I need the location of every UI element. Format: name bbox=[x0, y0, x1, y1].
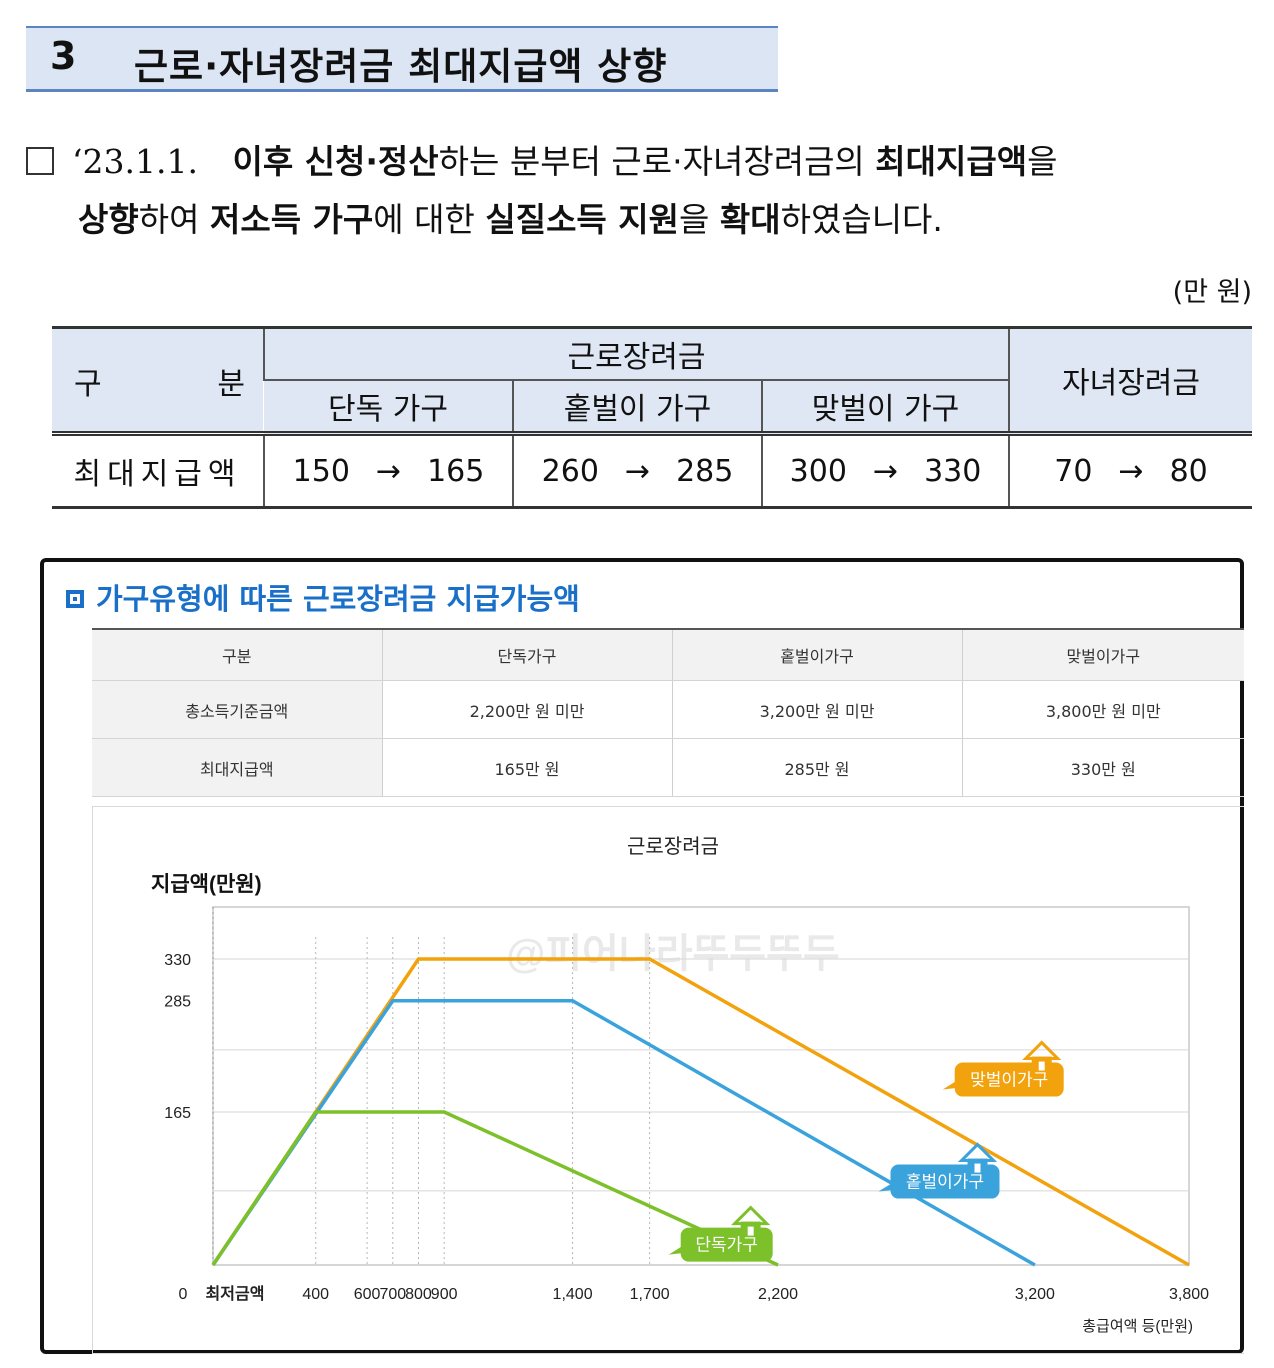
value-from: 260 bbox=[541, 453, 599, 489]
watermark: @피어나라뚜두뚜두 bbox=[506, 932, 839, 976]
value-cell: 70 → 80 bbox=[1008, 431, 1252, 509]
para-text: 하였습니다. bbox=[780, 200, 943, 239]
arrow-icon: → bbox=[624, 453, 651, 489]
series-label: 맞벌이가구 bbox=[970, 1071, 1048, 1090]
para-bold: 저소득 가구 bbox=[209, 200, 374, 239]
value-from: 70 bbox=[1054, 453, 1093, 489]
inset-header: 단독가구 bbox=[381, 628, 672, 681]
checkbox-bullet-icon bbox=[26, 147, 54, 175]
value-to: 285 bbox=[676, 453, 734, 489]
x-tick-label: 2,200 bbox=[758, 1286, 798, 1303]
inset-header: 구분 bbox=[92, 628, 382, 681]
square-bullet-icon bbox=[66, 590, 84, 608]
inset-row-label: 총소득기준금액 bbox=[92, 680, 382, 739]
inset-row-label: 최대지급액 bbox=[92, 738, 382, 797]
house-door-icon bbox=[747, 1226, 754, 1236]
inset-figure: 가구유형에 따른 근로장려금 지급가능액 구분 단독가구 홑벌이가구 맞벌이가구… bbox=[40, 558, 1244, 1354]
y-tick-label: 285 bbox=[164, 994, 191, 1011]
col-single: 단독 가구 bbox=[264, 379, 513, 434]
x-axis-label: 총급여액 등(만원) bbox=[1082, 1318, 1193, 1335]
value-cell: 260 → 285 bbox=[512, 431, 762, 509]
ctc-header: 자녀장려금 bbox=[1008, 326, 1252, 434]
col-dual-earner: 맞벌이 가구 bbox=[761, 379, 1009, 434]
y-axis-label: 지급액(만원) bbox=[151, 873, 262, 896]
x-tick-label: 1,400 bbox=[553, 1286, 593, 1303]
house-door-icon bbox=[1038, 1061, 1045, 1071]
series-badge bbox=[954, 1062, 1064, 1097]
max-amount-table: 구 분 근로장려금 자녀장려금 단독 가구 홑벌이 가구 맞벌이 가구 최대지급… bbox=[52, 326, 1252, 509]
badge-pointer-icon bbox=[942, 1079, 961, 1090]
arrow-icon: → bbox=[1118, 453, 1144, 489]
para-bold: 실질소득 지원 bbox=[485, 200, 679, 239]
inset-cell: 2,200만 원 미만 bbox=[381, 680, 672, 739]
inset-title: 가구유형에 따른 근로장려금 지급가능액 bbox=[66, 576, 580, 618]
para-bold: 최대지급액 bbox=[875, 142, 1028, 181]
x-tick-label: 600 bbox=[354, 1286, 381, 1303]
eitc-group-header: 근로장려금 bbox=[263, 326, 1009, 380]
inset-cell: 165만 원 bbox=[381, 738, 672, 797]
date-text: ‘23.1.1. bbox=[72, 142, 198, 181]
series-label: 홑벌이가구 bbox=[906, 1173, 984, 1192]
house-roof-icon bbox=[1022, 1040, 1062, 1061]
section-title: 근로·자녀장려금 최대지급액 상향 bbox=[134, 45, 668, 88]
value-from: 150 bbox=[292, 453, 350, 489]
chart-container: 근로장려금 지급액(만원) @피어나라뚜두뚜두 총급여액 등(만원) 330 28… bbox=[92, 806, 1244, 1354]
inset-header: 홑벌이가구 bbox=[671, 628, 962, 681]
x-tick-label: 3,200 bbox=[1015, 1286, 1055, 1303]
inset-cell: 3,200만 원 미만 bbox=[671, 680, 962, 739]
inset-table: 구분 단독가구 홑벌이가구 맞벌이가구 총소득기준금액 2,200만 원 미만 … bbox=[92, 628, 1244, 797]
para-bold: 확대 bbox=[719, 200, 781, 239]
inset-title-text: 가구유형에 따른 근로장려금 지급가능액 bbox=[96, 582, 580, 616]
para-text: 하여 bbox=[138, 200, 200, 239]
para-bold: 상향 bbox=[78, 200, 139, 239]
series-line bbox=[211, 998, 1036, 1267]
para-text: 에 대한 bbox=[373, 200, 475, 239]
para-bold: 이후 신청·정산 bbox=[232, 142, 439, 181]
row-label: 최대지급액 bbox=[52, 431, 264, 509]
inset-cell: 330만 원 bbox=[961, 738, 1244, 797]
x-tick-label: 800 bbox=[405, 1286, 432, 1303]
section-number: 3 bbox=[50, 34, 77, 78]
y-tick-label: 165 bbox=[164, 1105, 191, 1122]
value-to: 330 bbox=[924, 453, 982, 489]
section-heading: 3 근로·자녀장려금 최대지급액 상향 bbox=[26, 26, 778, 92]
gubun-label-a: 구 bbox=[74, 367, 102, 402]
x-tick-label: 3,800 bbox=[1169, 1286, 1209, 1303]
gubun-header: 구 분 bbox=[52, 326, 264, 434]
badge-pointer-icon bbox=[668, 1244, 687, 1255]
arrow-icon: → bbox=[375, 453, 402, 489]
inset-header: 맞벌이가구 bbox=[961, 628, 1244, 681]
badge-pointer-icon bbox=[878, 1181, 897, 1192]
x-tick-label: 400 bbox=[302, 1286, 329, 1303]
value-to: 80 bbox=[1169, 453, 1208, 489]
gubun-label-b: 분 bbox=[217, 367, 245, 402]
value-cell: 300 → 330 bbox=[761, 431, 1009, 509]
unit-label: (만 원) bbox=[1172, 277, 1252, 308]
x-tick-label: 최저금액 bbox=[206, 1284, 265, 1303]
house-roof-icon bbox=[731, 1205, 771, 1226]
x-tick-label: 700 bbox=[379, 1286, 406, 1303]
arrow-icon: → bbox=[872, 453, 899, 489]
para-text: 을 bbox=[1027, 142, 1058, 181]
col-single-earner: 홑벌이 가구 bbox=[512, 379, 762, 434]
eitc-chart: 근로장려금 지급액(만원) @피어나라뚜두뚜두 총급여액 등(만원) 330 28… bbox=[151, 835, 1209, 1335]
inset-cell: 3,800만 원 미만 bbox=[961, 680, 1244, 739]
series-line bbox=[211, 1110, 779, 1267]
para-text: 을 bbox=[679, 200, 710, 239]
value-cell: 150 → 165 bbox=[263, 431, 513, 509]
x-tick-label: 1,700 bbox=[630, 1286, 670, 1303]
chart-title: 근로장려금 bbox=[627, 835, 719, 858]
x-tick-label: 0 bbox=[179, 1286, 188, 1303]
x-tick-label: 900 bbox=[431, 1286, 458, 1303]
value-to: 165 bbox=[427, 453, 485, 489]
plot-frame bbox=[212, 906, 1190, 1266]
para-text: 하는 분부터 근로·자녀장려금의 bbox=[438, 142, 865, 181]
y-tick-label: 330 bbox=[164, 952, 191, 969]
inset-cell: 285만 원 bbox=[671, 738, 962, 797]
series-badge bbox=[890, 1164, 1000, 1199]
series-badge bbox=[680, 1227, 773, 1262]
series-label: 단독가구 bbox=[695, 1236, 758, 1255]
house-door-icon bbox=[974, 1163, 981, 1173]
value-from: 300 bbox=[789, 453, 847, 489]
